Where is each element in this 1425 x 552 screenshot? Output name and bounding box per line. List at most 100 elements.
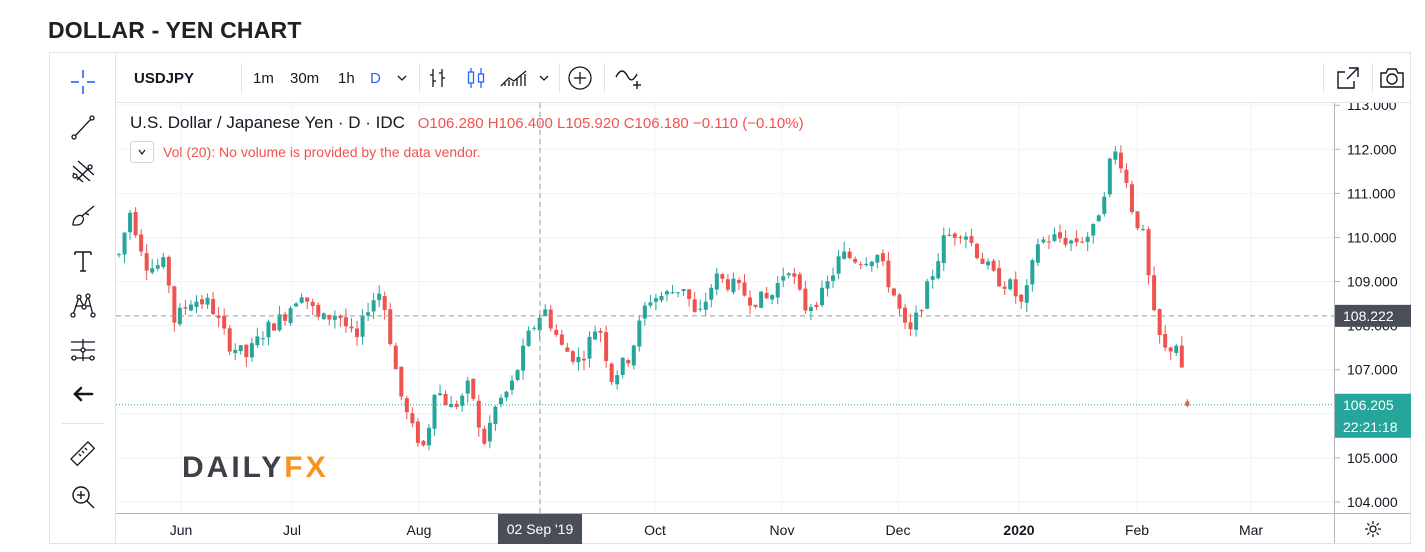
candle [543,304,548,317]
legend-symbol-name: U.S. Dollar / Japanese Yen · D · IDC [130,113,405,132]
candle-body [432,394,437,429]
candle [249,337,254,362]
candle [504,390,509,402]
interval-1m[interactable]: 1m [253,69,274,87]
candle-body [526,330,531,346]
candle-body [393,345,398,370]
candle-body [642,305,647,319]
candle-body [404,398,409,413]
back-arrow-icon[interactable] [63,376,103,412]
brush-icon[interactable] [63,198,103,234]
candle [1030,258,1035,292]
candle-body [277,314,282,331]
alert-icon[interactable] [614,53,644,103]
time-tick-label: Oct [644,522,666,538]
candle [792,267,797,285]
candle-body [670,292,675,294]
gear-icon[interactable] [1334,513,1410,543]
ruler-icon[interactable] [63,436,103,472]
camera-icon[interactable] [1378,53,1406,103]
candle [537,314,542,340]
trendline-icon[interactable] [63,109,103,145]
candle-body [842,251,847,259]
candle-body [1035,244,1040,263]
last-price-label: 106.205 [1343,397,1394,413]
candle-body [260,338,265,340]
candle [836,249,841,280]
candle [548,304,553,332]
price-axis[interactable]: 104.000105.000107.000108.000109.000110.0… [1334,97,1411,513]
candle [172,285,177,332]
candle-body [864,263,869,266]
divider [419,63,420,93]
interval-30m[interactable]: 30m [290,69,320,87]
candle-body [360,315,365,337]
candle-body [382,296,387,311]
candle-body [869,261,874,267]
candle [1046,235,1051,250]
candle-body [819,287,824,306]
candles-icon[interactable] [464,53,488,103]
candle [366,302,371,322]
candle-body [1046,241,1051,243]
candle-body [891,288,896,296]
time-tick-label: Feb [1125,522,1149,538]
candle-body [443,393,448,406]
candle [692,291,697,313]
candle-body [609,363,614,382]
candle [869,260,874,272]
add-compare-icon[interactable] [567,53,593,103]
chevron-down-icon[interactable] [130,141,154,163]
candle-body [493,406,498,425]
time-axis[interactable]: Jun Jul Aug 02 Sep '19 Oct Nov Dec 2020 Feb Mar [116,513,1334,544]
volume-note: Vol (20): No volume is provided by the d… [163,144,481,160]
fullscreen-icon[interactable] [1335,53,1361,103]
candle [244,343,249,367]
candle [786,272,791,279]
candle [205,293,210,309]
candle-body [377,293,382,301]
text-icon[interactable] [63,243,103,279]
candle-body [371,300,376,312]
interval-d[interactable]: D [370,69,381,87]
candle-body [454,403,459,407]
pitchfork-icon[interactable] [63,153,103,189]
candle-body [969,236,974,243]
candle [570,350,575,365]
countdown-label: 22:21:18 [1343,419,1398,435]
candle [1174,343,1179,357]
chart-canvas[interactable] [116,103,1334,513]
candle [200,294,205,310]
divider [604,63,605,93]
candle [1124,163,1129,189]
chevron-down-icon[interactable] [396,53,408,103]
price-tick-label: 113.000 [1347,103,1397,113]
symbol-search[interactable]: USDJPY [134,69,195,87]
candle-body [1008,279,1013,290]
candle-body [1174,345,1179,353]
crosshair-icon[interactable] [63,64,103,100]
candle-body [1069,240,1074,244]
bar-chart-icon[interactable] [426,53,450,103]
candle-body [1030,260,1035,285]
dailyfx-logo: DAILYFX [182,451,329,484]
candle-body [238,345,243,352]
candle [211,291,216,316]
indicators-icon[interactable] [499,53,529,103]
candle [476,395,481,437]
zoom-in-icon[interactable] [63,479,103,515]
candle-body [764,292,769,299]
candle [853,256,858,265]
prediction-icon[interactable] [63,332,103,368]
candle [471,378,476,401]
pattern-icon[interactable] [63,287,103,323]
chevron-down-icon[interactable] [538,53,550,103]
candle-body [1019,294,1024,302]
interval-1h[interactable]: 1h [338,69,355,87]
candle-body [211,298,216,315]
candle-body [216,315,221,318]
candle-body [565,347,570,352]
divider [241,63,242,93]
price-tick-label: 110.000 [1347,229,1397,245]
candle [581,350,586,371]
